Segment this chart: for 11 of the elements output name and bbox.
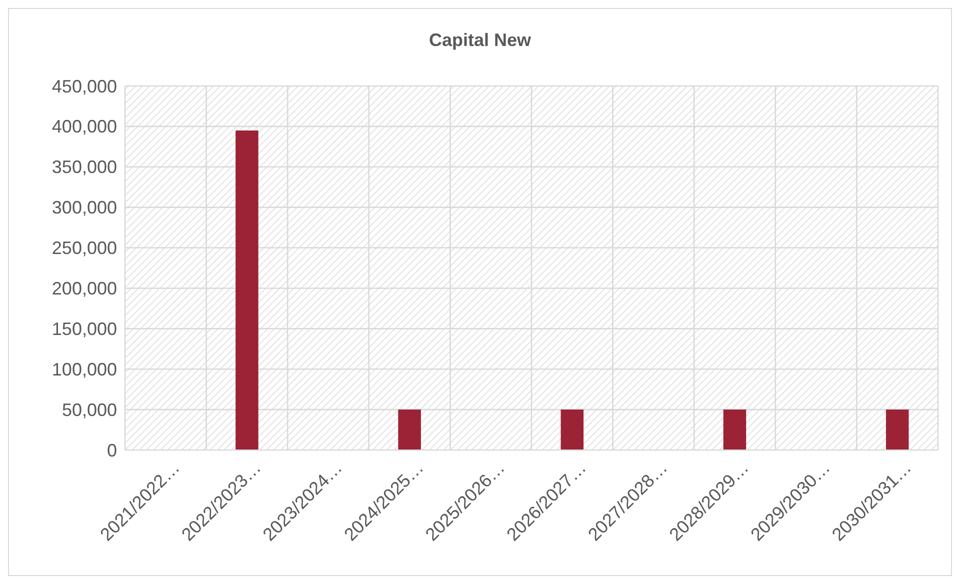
y-tick-label: 0 (106, 440, 117, 460)
chart-title: Capital New (428, 30, 532, 50)
y-tick-label: 100,000 (52, 359, 117, 380)
y-tick-label: 350,000 (52, 157, 117, 178)
y-tick-label: 200,000 (52, 278, 117, 299)
y-tick-label: 450,000 (52, 76, 117, 96)
y-tick-label: 250,000 (52, 238, 117, 258)
y-tick-label: 50,000 (62, 400, 117, 420)
y-tick-label: 150,000 (52, 318, 117, 339)
y-tick-label: 300,000 (52, 198, 117, 218)
y-tick-label: 400,000 (52, 116, 117, 137)
